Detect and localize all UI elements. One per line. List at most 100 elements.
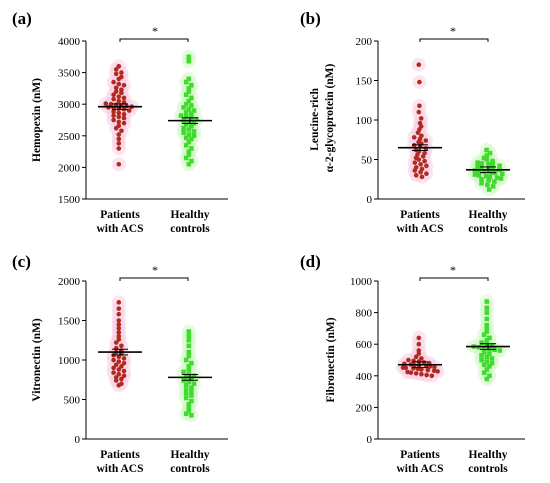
data-point-patients	[113, 67, 119, 72]
data-point-controls	[479, 340, 484, 345]
data-point-controls	[481, 362, 487, 368]
data-point-controls	[186, 161, 192, 167]
data-point-patients	[113, 362, 119, 368]
data-point-controls	[481, 155, 487, 161]
data-point-controls	[484, 367, 490, 372]
y-axis-title: Fibronectin (nM)	[325, 317, 337, 402]
data-point-controls	[490, 184, 496, 189]
data-point-controls	[484, 305, 490, 311]
data-point-patients	[111, 370, 116, 375]
data-point-patients	[121, 360, 127, 366]
data-point-controls	[475, 160, 480, 165]
data-point-controls	[490, 158, 495, 164]
data-point-controls	[492, 179, 497, 184]
data-point-controls	[487, 364, 492, 369]
data-point-controls	[183, 110, 189, 115]
x-category-label-patients-line2: with ACS	[397, 223, 444, 235]
data-point-controls	[194, 117, 199, 122]
data-point-patients	[121, 120, 127, 126]
data-point-patients	[119, 90, 124, 96]
data-point-patients	[416, 341, 422, 347]
data-point-controls	[499, 171, 505, 177]
data-point-patients	[111, 96, 116, 102]
data-point-controls	[186, 349, 192, 355]
data-point-patients	[422, 158, 427, 164]
y-tick-label: 1500	[58, 316, 81, 328]
panel-hemopexin: (a) Hemopexin (nM) * 1500 2000 2500 3000 350…	[12, 9, 228, 235]
data-point-controls	[476, 173, 482, 178]
data-point-controls	[189, 385, 194, 390]
data-point-patients	[119, 128, 124, 134]
x-category-label-controls-line1: Healthy	[171, 449, 210, 461]
data-point-controls	[475, 164, 480, 169]
data-point-controls	[186, 132, 192, 137]
y-tick-label: 800	[356, 308, 373, 320]
data-point-patients	[113, 71, 119, 77]
data-point-patients	[111, 117, 116, 123]
data-point-controls	[186, 401, 192, 407]
y-tick-label: 0	[367, 194, 373, 206]
x-category-label-patients-line2: with ACS	[397, 463, 444, 475]
data-point-patients	[413, 371, 419, 376]
x-category-label-controls-line1: Healthy	[469, 209, 508, 221]
y-tick-label: 400	[356, 371, 373, 383]
data-point-controls	[189, 398, 194, 404]
data-points	[398, 57, 510, 197]
data-point-patients	[116, 132, 122, 137]
data-point-controls	[486, 187, 492, 192]
data-point-controls	[178, 113, 184, 118]
significance-bracket	[419, 38, 489, 42]
data-point-controls	[183, 357, 189, 363]
data-point-controls	[484, 359, 490, 364]
significance-bracket	[119, 277, 189, 281]
data-point-patients	[116, 63, 122, 69]
data-point-patients	[116, 322, 122, 327]
data-point-controls	[189, 146, 194, 151]
data-point-patients	[119, 343, 124, 349]
y-axis-title-line2: α-2-glycoprotein (nM)	[324, 63, 336, 172]
data-point-patients	[116, 119, 122, 125]
data-point-controls	[487, 351, 492, 356]
data-point-patients	[419, 371, 424, 377]
data-point-controls	[181, 130, 186, 135]
y-axis-title: Vitronectin (nM)	[31, 318, 43, 402]
data-point-patients	[429, 373, 435, 379]
data-point-controls	[183, 390, 189, 396]
data-point-patients	[424, 163, 429, 169]
data-point-patients	[113, 125, 119, 131]
data-point-patients	[121, 356, 127, 361]
data-point-controls	[484, 326, 490, 331]
data-point-patients	[425, 367, 431, 373]
data-point-controls	[186, 405, 192, 410]
data-point-patients	[405, 369, 410, 375]
data-point-controls	[189, 95, 194, 101]
data-point-controls	[484, 337, 490, 343]
data-point-controls	[186, 54, 192, 60]
data-point-controls	[186, 76, 192, 82]
data-point-controls	[484, 157, 490, 162]
data-point-controls	[189, 103, 194, 108]
data-point-controls	[498, 176, 504, 181]
data-point-patients	[111, 79, 116, 85]
data-point-patients	[116, 141, 122, 146]
y-tick-label: 200	[356, 402, 373, 414]
data-point-patients	[403, 365, 409, 371]
data-point-patients	[121, 115, 127, 121]
significance-marker: *	[152, 263, 158, 277]
data-point-patients	[116, 81, 122, 87]
data-point-patients	[418, 161, 423, 167]
data-point-patients	[116, 110, 122, 116]
data-point-controls	[183, 411, 189, 417]
panel-fibronectin: (d) Fibronectin (nM) * 0 200 400 600 800 1000…	[300, 252, 525, 475]
data-point-controls	[484, 329, 490, 334]
data-point-controls	[484, 299, 490, 304]
significance-marker: *	[152, 24, 158, 38]
y-axis-title: Hemopexin (nM)	[31, 78, 43, 162]
panel-label: (b)	[300, 9, 321, 28]
x-category-label-controls-line2: controls	[170, 463, 210, 475]
data-point-patients	[126, 108, 132, 113]
significance-marker: *	[450, 24, 456, 38]
data-point-controls	[181, 125, 186, 131]
data-point-controls	[191, 108, 197, 113]
